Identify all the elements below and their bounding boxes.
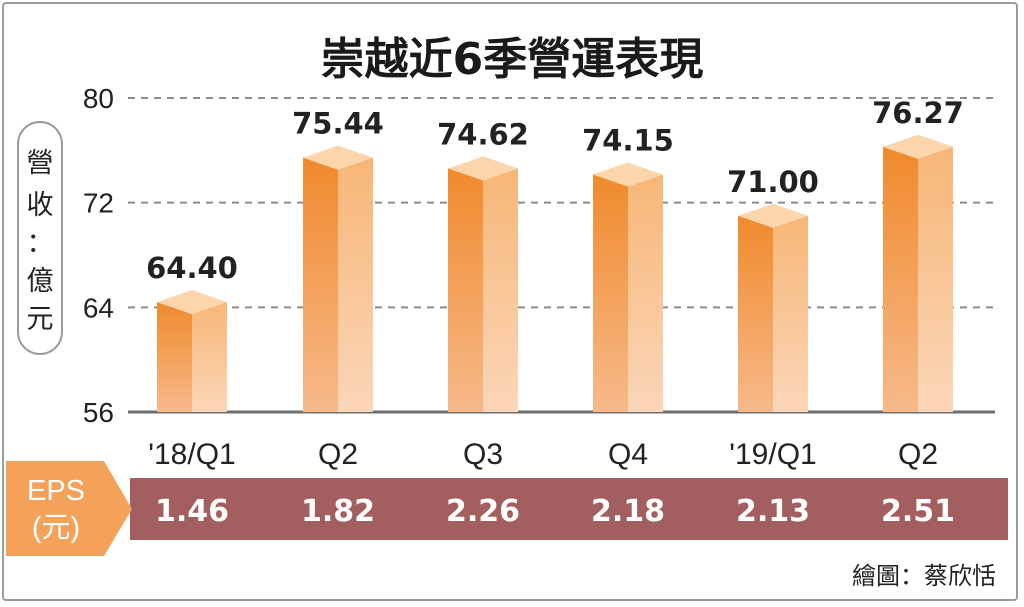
bar-face-front	[593, 174, 628, 412]
x-tick-label: Q4	[608, 438, 648, 471]
bars: 64.40 75.44 74.62 74.15 71.00 76.27	[146, 96, 964, 412]
bar-face-top	[883, 134, 953, 159]
bar-face-top	[303, 145, 373, 170]
bar	[883, 134, 953, 412]
bar-face-side	[483, 168, 518, 412]
bar-face-top	[738, 203, 808, 228]
bar-face-front	[303, 157, 338, 412]
bar-face-side	[773, 215, 808, 412]
x-tick-label: Q2	[898, 438, 938, 471]
bar	[448, 156, 518, 412]
y-axis-label-char: ：	[27, 228, 54, 259]
bar-value-label: 71.00	[727, 165, 819, 199]
eps-value: 2.18	[591, 494, 665, 529]
bar-face-top	[448, 156, 518, 181]
bar-face-side	[918, 146, 953, 412]
x-tick-label: '19/Q1	[729, 438, 816, 471]
bar	[738, 203, 808, 412]
y-tick-label: 72	[83, 188, 114, 219]
eps-label-arrow	[6, 461, 132, 556]
bar-face-front	[738, 215, 773, 412]
eps-value: 1.46	[155, 494, 229, 529]
bar-face-top	[593, 162, 663, 187]
bar-face-front	[157, 302, 192, 412]
y-tick-label: 56	[83, 397, 114, 428]
gridlines	[128, 97, 995, 414]
eps-label-line1: EPS	[27, 475, 85, 507]
eps-row: EPS (元)	[6, 461, 1008, 556]
bar-value-label: 75.44	[292, 107, 384, 141]
y-axis-ticks: 56 64 72 80	[83, 83, 114, 428]
chart-credit: 繪圖：蔡欣恬	[852, 562, 996, 590]
bar	[157, 290, 227, 412]
y-tick-label: 80	[83, 83, 114, 114]
bar-face-top	[157, 290, 227, 315]
bar-face-side	[192, 302, 227, 412]
bar-value-label: 74.15	[582, 124, 674, 158]
y-axis-label-char: 元	[27, 304, 54, 335]
bar	[303, 145, 373, 412]
bar-value-label: 64.40	[146, 251, 238, 285]
chart-title: 崇越近6季營運表現	[321, 34, 704, 85]
bar	[593, 162, 663, 412]
x-tick-label: '18/Q1	[148, 438, 235, 471]
bar-face-front	[448, 168, 483, 412]
bar-value-label: 76.27	[872, 96, 964, 130]
bar-face-side	[628, 174, 663, 412]
y-tick-label: 64	[83, 292, 114, 323]
bar-face-front	[883, 146, 918, 412]
y-axis-label-char: 億	[27, 266, 54, 297]
eps-value: 2.51	[881, 494, 955, 529]
eps-band	[130, 478, 1008, 540]
eps-label-line2: (元)	[32, 512, 80, 544]
x-axis-ticks: '18/Q1 Q2 Q3 Q4 '19/Q1 Q2	[148, 438, 938, 471]
bar-face-side	[338, 157, 373, 412]
eps-value: 1.82	[301, 494, 375, 529]
bar-value-label: 74.62	[437, 117, 529, 151]
x-tick-label: Q3	[463, 438, 503, 471]
eps-values: 1.46 1.82 2.26 2.18 2.13 2.51	[155, 494, 955, 529]
y-axis-label-pill	[17, 121, 63, 355]
eps-value: 2.13	[736, 494, 810, 529]
y-axis-label-char: 營	[27, 148, 54, 179]
y-axis-label-char: 收	[27, 190, 54, 221]
y-axis-label: 營收 ： 億元	[17, 121, 63, 355]
eps-value: 2.26	[446, 494, 520, 529]
x-tick-label: Q2	[318, 438, 358, 471]
